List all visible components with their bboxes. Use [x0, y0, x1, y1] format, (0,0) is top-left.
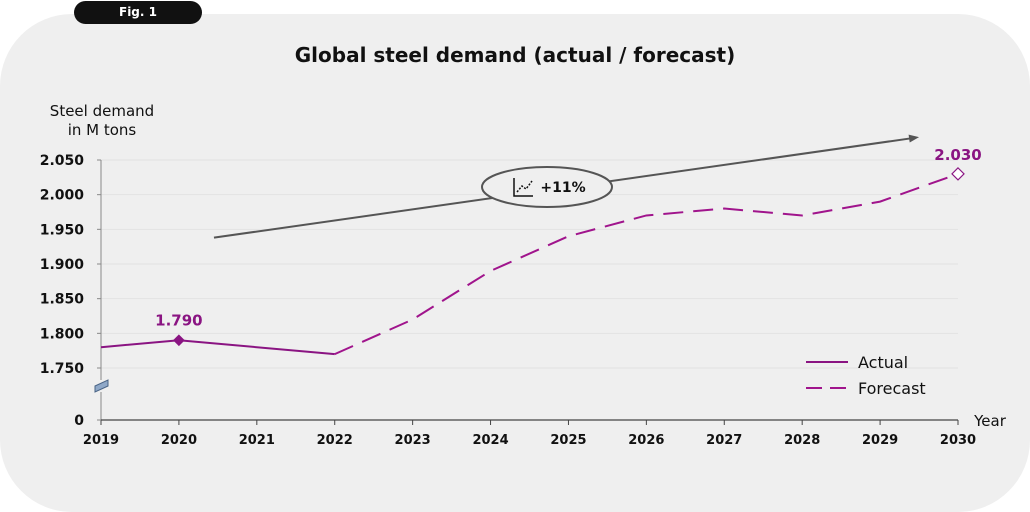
series-line-forecast [334, 172, 959, 356]
x-tick-label: 2023 [395, 433, 431, 448]
y-tick-label: 1.900 [40, 257, 85, 273]
legend-label-actual: Actual [858, 353, 908, 372]
y-tick-labels: 2.050 2.000 1.950 1.900 1.850 1.800 1.750 0 [40, 153, 85, 429]
y-tick-label: 0 [74, 413, 84, 429]
data-label: 2.030 [934, 146, 981, 164]
gridlines [101, 159, 958, 369]
y-tick-label: 2.000 [40, 188, 85, 204]
legend-label-forecast: Forecast [858, 379, 926, 398]
x-tick-label: 2026 [628, 433, 664, 448]
trend-badge-ellipse [481, 166, 613, 208]
forecast-point-marker [951, 167, 965, 181]
y-tick-label: 1.800 [40, 326, 85, 342]
y-tick-label: 1.850 [40, 292, 85, 308]
x-tick-label: 2028 [784, 433, 820, 448]
series-line-actual [100, 339, 335, 356]
data-point-marker [173, 334, 185, 347]
x-tick-labels: 2019 2020 2021 2022 2023 2024 2025 2026 2027 2028… [83, 433, 976, 448]
trend-arrow-head [908, 134, 920, 143]
trend-arrow-group: +11% [213, 134, 920, 239]
y-tick-label: 2.050 [40, 153, 85, 169]
x-tick-label: 2027 [706, 433, 742, 448]
x-axis-label: Year [973, 412, 1007, 430]
axis-break-shape [94, 379, 109, 393]
x-tick-label: 2019 [83, 433, 119, 448]
x-tick-label: 2021 [239, 433, 275, 448]
x-tick-label: 2029 [862, 433, 898, 448]
trend-icon-line [516, 180, 533, 193]
y-tick-label: 1.950 [40, 222, 85, 238]
trend-chart-icon [513, 178, 533, 197]
y-axis-label-line2: in M tons [68, 121, 137, 139]
chart-title: Global steel demand (actual / forecast) [295, 43, 736, 67]
x-tick-label: 2025 [550, 433, 586, 448]
figure-label: Fig. 1 [74, 1, 202, 24]
x-tick-label: 2030 [940, 433, 976, 448]
data-markers: 1.790 2.030 [155, 146, 982, 347]
y-tick-label: 1.750 [40, 361, 85, 377]
axis-break-icon [94, 379, 109, 393]
x-tick-label: 2022 [317, 433, 353, 448]
x-tick-label: 2024 [472, 433, 508, 448]
chart-panel [0, 14, 1030, 512]
trend-icon-axes [513, 178, 533, 197]
data-label: 1.790 [155, 311, 202, 329]
y-axis-label-line1: Steel demand [50, 102, 154, 120]
trend-badge-label: +11% [540, 180, 585, 196]
legend: Actual Forecast [806, 353, 926, 398]
x-tick-label: 2020 [161, 433, 197, 448]
axes [94, 159, 959, 425]
